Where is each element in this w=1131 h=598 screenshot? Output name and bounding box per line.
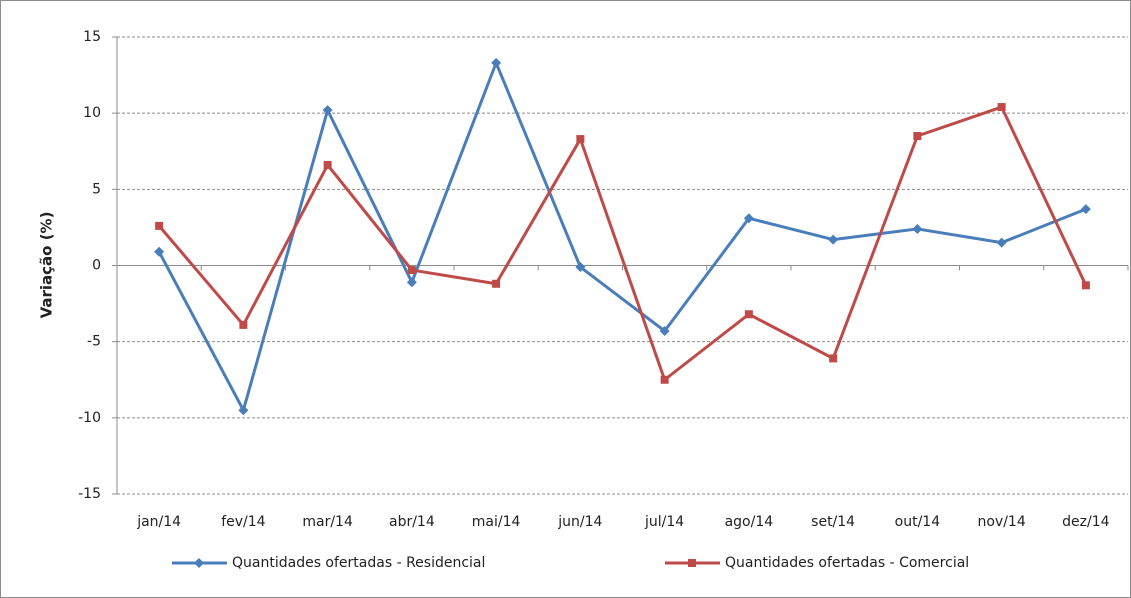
data-point <box>575 262 586 273</box>
y-tick-label: 15 <box>83 29 101 45</box>
x-tick-label: abr/14 <box>389 514 435 530</box>
x-tick-label: jun/14 <box>557 514 602 530</box>
data-point <box>829 354 838 363</box>
data-point <box>239 320 248 329</box>
data-point <box>407 266 416 275</box>
x-tick-label: out/14 <box>895 514 941 530</box>
data-point <box>743 213 754 224</box>
x-tick-label: mar/14 <box>302 514 353 530</box>
y-tick-label: -5 <box>87 334 101 350</box>
x-tick-label: jan/14 <box>136 514 181 530</box>
data-point <box>1080 204 1091 215</box>
x-tick-label: set/14 <box>811 514 855 530</box>
legend-label: Quantidades ofertadas - Comercial <box>725 555 969 571</box>
data-point <box>913 132 922 141</box>
series-line <box>157 61 1087 412</box>
y-tick-label: 0 <box>92 258 101 274</box>
y-tick-label: -15 <box>78 486 101 502</box>
y-axis-label: Variação (%) <box>38 212 56 319</box>
data-point <box>828 234 839 245</box>
data-point <box>1081 281 1090 290</box>
data-point <box>576 135 585 144</box>
y-tick-label: 5 <box>92 181 101 197</box>
data-point <box>912 223 923 234</box>
data-point <box>323 160 332 169</box>
data-point <box>491 57 502 68</box>
data-point <box>997 103 1006 112</box>
x-tick-label: ago/14 <box>725 514 774 530</box>
series-line <box>157 105 1088 382</box>
x-tick-label: mai/14 <box>472 514 521 530</box>
data-point <box>996 237 1007 248</box>
x-tick-label: dez/14 <box>1062 514 1109 530</box>
x-tick-label: jul/14 <box>644 514 684 530</box>
data-point <box>406 277 417 288</box>
data-point <box>238 405 249 416</box>
x-tick-label: fev/14 <box>221 514 265 530</box>
data-point <box>744 310 753 319</box>
legend-label: Quantidades ofertadas - Residencial <box>232 555 485 571</box>
legend-marker <box>194 558 204 568</box>
data-point <box>659 326 670 337</box>
y-tick-label: 10 <box>83 105 101 121</box>
data-point <box>154 246 165 257</box>
data-point <box>492 279 501 288</box>
data-point <box>322 105 333 116</box>
x-tick-label: nov/14 <box>977 514 1025 530</box>
data-point <box>660 375 669 384</box>
y-tick-label: -10 <box>78 410 101 426</box>
legend-marker <box>688 559 696 567</box>
data-point <box>155 221 164 230</box>
